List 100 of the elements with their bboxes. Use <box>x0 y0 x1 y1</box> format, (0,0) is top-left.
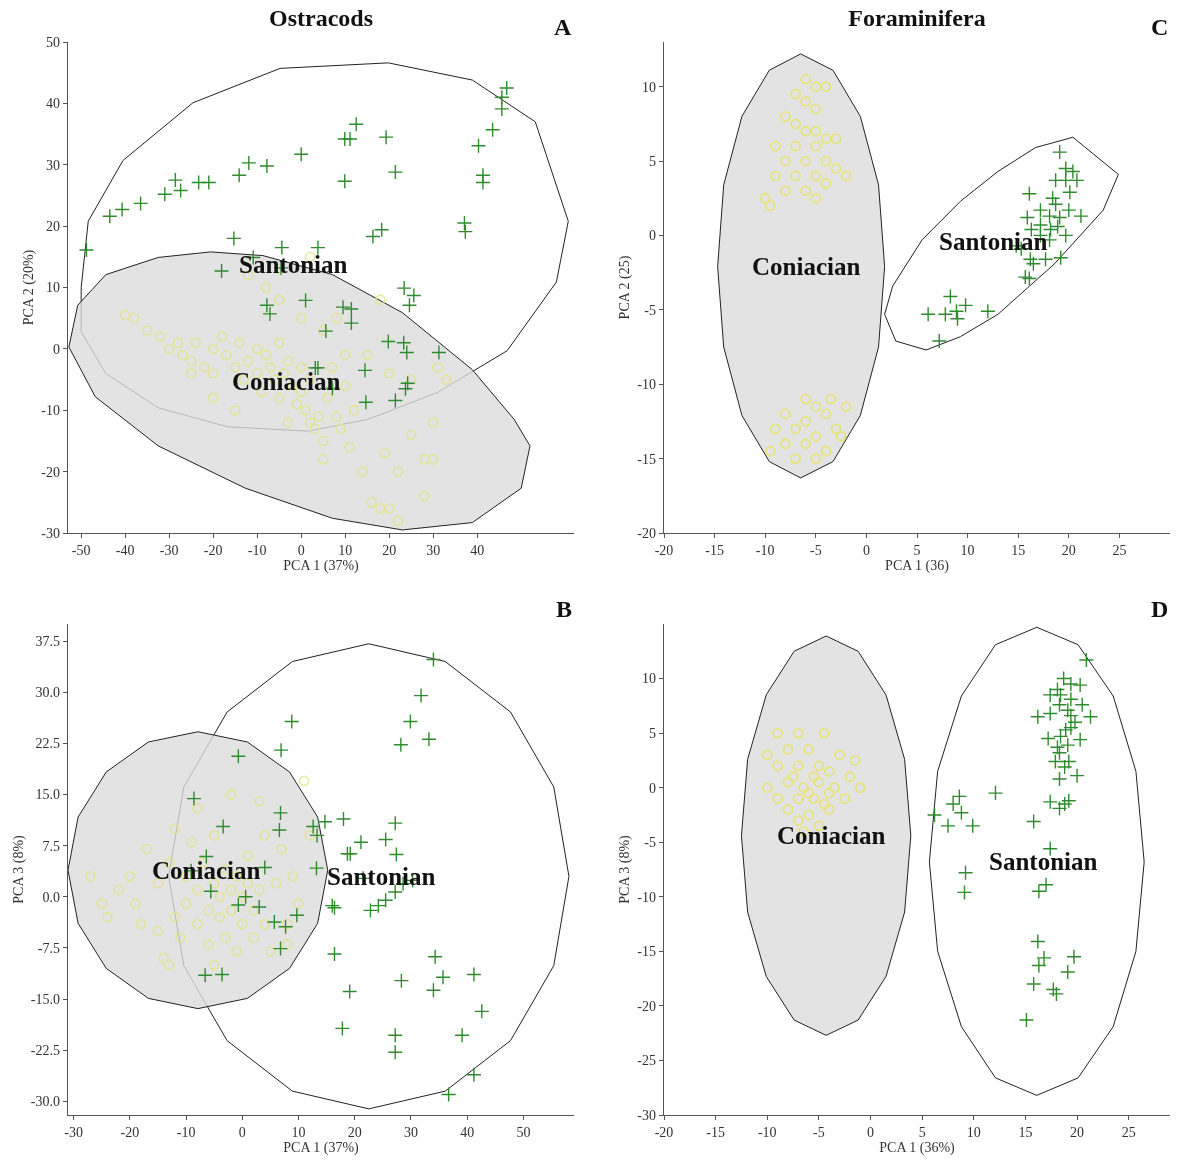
point <box>808 771 820 783</box>
point <box>237 889 254 905</box>
point <box>157 186 173 202</box>
point <box>1030 709 1046 725</box>
point <box>810 453 822 465</box>
point <box>175 932 186 944</box>
y-tick-label: -15 <box>637 451 656 467</box>
point <box>342 131 358 147</box>
point <box>834 749 845 761</box>
x-tick-label: -50 <box>71 543 91 558</box>
y-tick-label: 30 <box>46 157 60 173</box>
point <box>272 805 289 821</box>
point <box>310 239 326 256</box>
point <box>956 884 973 901</box>
y-tick-label: -10 <box>41 403 60 419</box>
point <box>230 897 247 913</box>
point <box>456 215 473 231</box>
point <box>937 306 954 322</box>
point <box>810 140 822 152</box>
point <box>317 814 333 830</box>
point <box>466 1067 482 1083</box>
y-tick-label: -30 <box>637 1107 656 1123</box>
point <box>772 793 783 804</box>
point <box>803 809 814 821</box>
point <box>828 782 840 794</box>
point <box>764 445 776 457</box>
point <box>1022 251 1039 267</box>
y-tick-label: 0.0 <box>42 889 60 905</box>
point <box>387 815 403 831</box>
point <box>231 945 243 957</box>
y-tick-label: 0 <box>649 780 656 796</box>
point <box>387 164 404 180</box>
point <box>270 877 282 889</box>
point <box>769 423 781 435</box>
x-tick-label: 25 <box>1112 543 1127 558</box>
point <box>276 843 288 855</box>
point <box>225 905 237 916</box>
point <box>427 949 443 965</box>
point <box>289 907 305 923</box>
point <box>1056 796 1073 812</box>
point <box>225 884 237 896</box>
point <box>1017 269 1033 285</box>
point <box>130 898 141 909</box>
point <box>101 911 113 923</box>
point <box>454 1027 470 1043</box>
point <box>1048 986 1065 1002</box>
point <box>764 200 776 212</box>
point <box>277 919 294 935</box>
point <box>265 945 276 957</box>
point <box>800 155 812 167</box>
point <box>780 110 791 122</box>
point <box>1045 981 1062 998</box>
point <box>840 401 852 412</box>
point <box>780 155 791 167</box>
point <box>790 170 801 182</box>
point <box>818 798 830 810</box>
point <box>808 793 820 804</box>
point <box>800 393 812 405</box>
point <box>297 292 314 309</box>
point <box>1065 163 1081 180</box>
point <box>203 939 214 950</box>
y-tick-label: 7.5 <box>42 838 60 854</box>
x-tick-label: 0 <box>867 1125 875 1140</box>
point <box>1062 184 1078 200</box>
point <box>358 394 374 410</box>
x-axis-title: PCA 1 (37%) <box>283 1140 360 1156</box>
point <box>1053 250 1069 266</box>
point <box>335 299 351 315</box>
point <box>830 133 842 145</box>
chart-title: Foraminifera <box>848 4 986 31</box>
point <box>388 846 405 863</box>
point <box>820 408 832 420</box>
point <box>792 793 804 804</box>
point <box>470 138 487 154</box>
point <box>957 297 974 314</box>
x-axis-title: PCA 1 (36) <box>885 558 950 574</box>
point <box>800 438 812 450</box>
point <box>948 303 965 320</box>
point <box>813 760 825 772</box>
point <box>1060 964 1076 980</box>
point <box>241 155 257 171</box>
point <box>259 158 275 174</box>
point <box>810 430 822 442</box>
point <box>248 905 259 916</box>
y-tick-label: 30.0 <box>35 685 60 701</box>
point <box>1052 687 1069 703</box>
x-tick-label: 15 <box>1018 1125 1033 1140</box>
point <box>214 891 226 903</box>
y-tick-label: 15.0 <box>35 787 60 803</box>
point <box>387 1044 403 1060</box>
point <box>772 727 783 739</box>
point <box>1030 933 1046 950</box>
point <box>1082 709 1099 725</box>
point <box>253 795 265 807</box>
text: B <box>556 596 573 622</box>
y-tick-label: -20 <box>41 464 60 480</box>
point <box>208 959 220 971</box>
point <box>940 818 956 834</box>
point <box>1031 883 1047 900</box>
y-tick-label: 40 <box>46 96 60 112</box>
